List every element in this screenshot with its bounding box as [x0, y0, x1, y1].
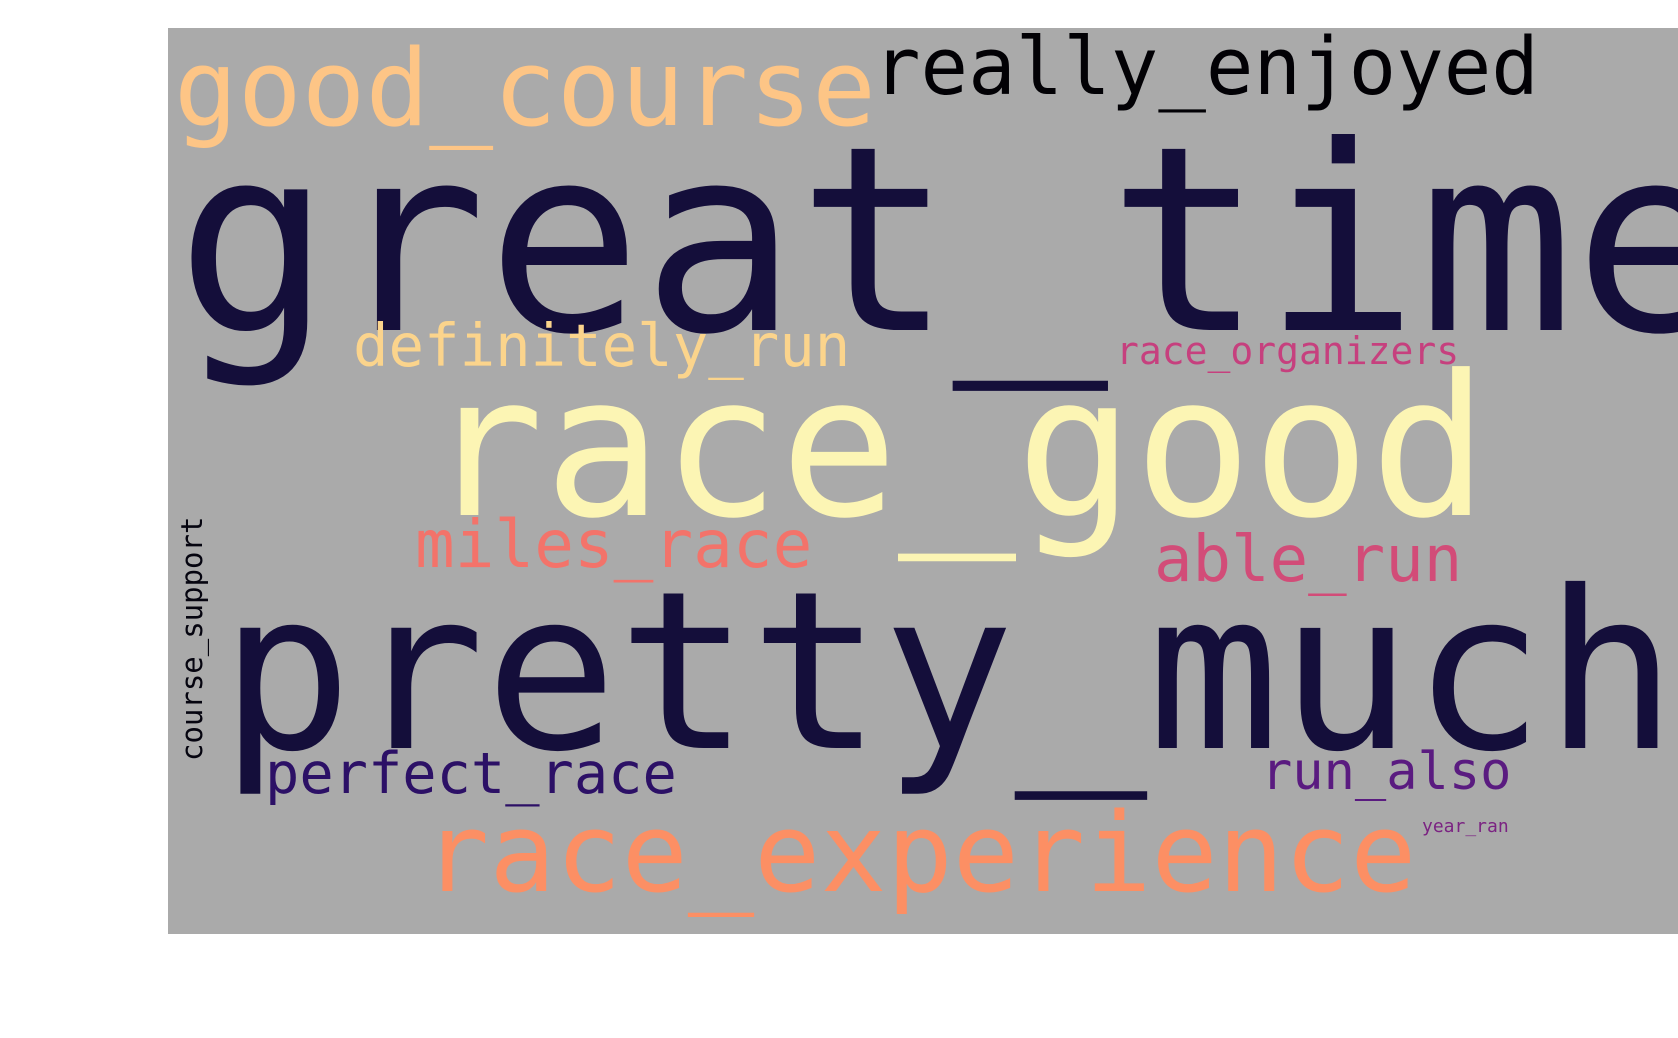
word-great-time: great_time: [176, 91, 1678, 391]
word-run-also: run_also: [1261, 742, 1512, 802]
word-cloud: great_time pretty_much race_good race_ex…: [168, 28, 1678, 934]
word-course-support: course_support: [175, 516, 209, 761]
word-miles-race: miles_race: [415, 506, 813, 583]
word-race-experience: race_experience: [423, 789, 1417, 917]
word-really-enjoyed: really_enjoyed: [873, 28, 1539, 113]
word-good-course: good_course: [174, 28, 876, 150]
word-perfect-race: perfect_race: [265, 741, 677, 807]
word-year-ran: year_ran: [1422, 816, 1509, 837]
word-race-good: race_good: [426, 334, 1489, 562]
word-able-run: able_run: [1154, 523, 1463, 597]
word-pretty-much: pretty_much: [220, 544, 1677, 800]
word-race-organizers: race_organizers: [1116, 329, 1460, 373]
word-definitely-run: definitely_run: [353, 311, 851, 380]
